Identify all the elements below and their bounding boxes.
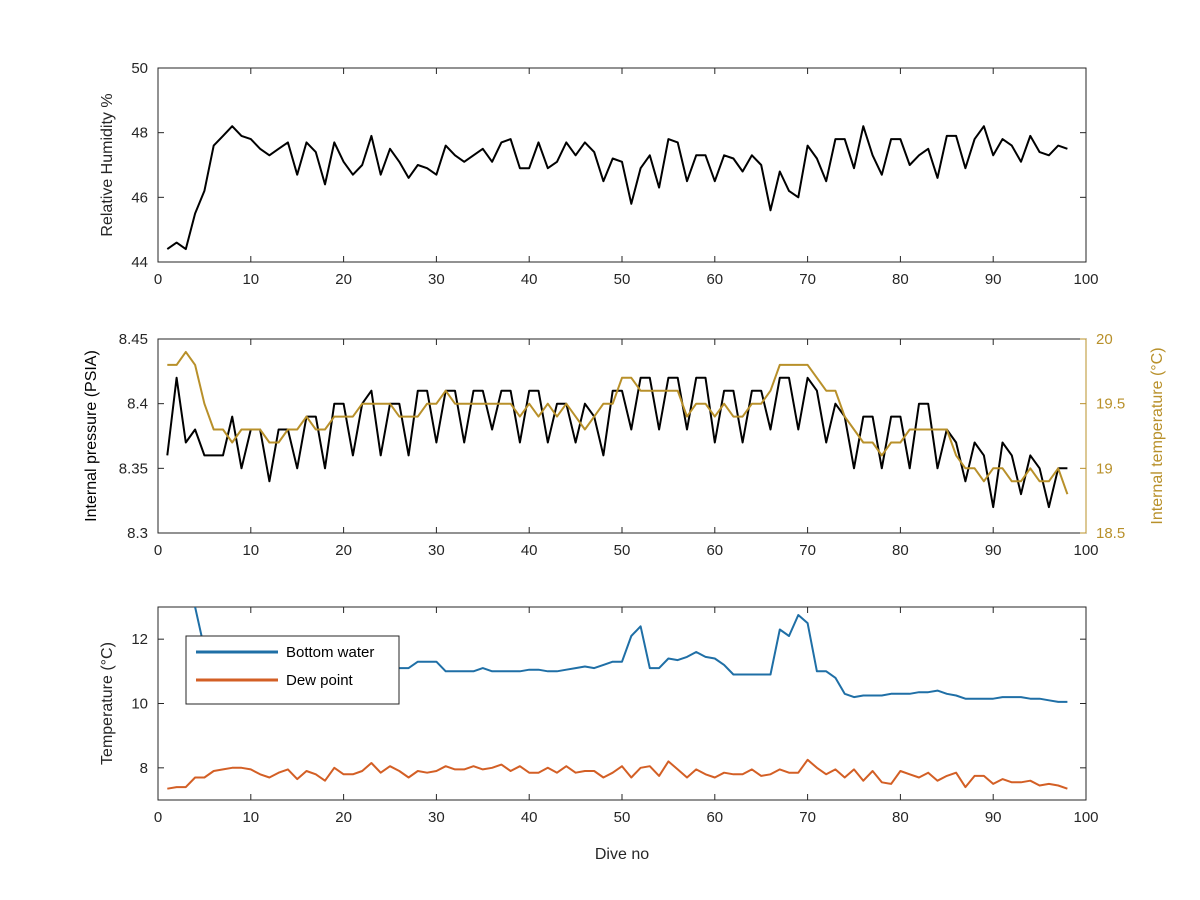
series-group	[166, 125, 1068, 251]
x-tick-label: 60	[706, 809, 723, 826]
x-tick-label: 20	[335, 542, 352, 559]
y-tick-label: 48	[131, 125, 148, 142]
x-tick-label: 0	[154, 542, 162, 559]
dew-point-line	[167, 758, 1068, 790]
y-axis-label: Temperature (°C)	[99, 642, 116, 765]
y-tick-label-right: 18.5	[1096, 525, 1125, 542]
plot-frame	[157, 338, 1087, 534]
y-tick-label: 46	[131, 189, 148, 206]
legend-box	[185, 635, 400, 705]
temperature-panel: 0 10 20 30 40 50 60 70 80 90 100 8 10 12 Temperature (…	[99, 606, 1099, 863]
x-tick-label: 50	[614, 271, 631, 288]
y-tick-label: 50	[131, 60, 148, 77]
legend: Bottom water Dew point	[185, 635, 400, 705]
x-tick-label: 70	[799, 542, 816, 559]
x-tick-label: 10	[242, 809, 259, 826]
x-tick-label: 40	[521, 809, 538, 826]
x-tick-label: 60	[706, 542, 723, 559]
legend-entry: Bottom water	[286, 644, 374, 661]
y-tick-label-right: 19	[1096, 460, 1113, 477]
y-tick-label: 44	[131, 254, 148, 271]
y-axis-label-right: Internal temperature (°C)	[1149, 347, 1166, 524]
x-tick-label: 80	[892, 542, 909, 559]
x-tick-label: 0	[154, 809, 162, 826]
legend-entry: Dew point	[286, 672, 354, 689]
x-tick-label: 30	[428, 809, 445, 826]
x-tick-label: 70	[799, 271, 816, 288]
x-tick-label: 40	[521, 271, 538, 288]
x-tick-label: 20	[335, 809, 352, 826]
x-tick-label: 100	[1073, 271, 1098, 288]
x-tick-label: 90	[985, 542, 1002, 559]
x-tick-label: 90	[985, 809, 1002, 826]
y-tick-label: 8.35	[119, 460, 148, 477]
x-tick-label: 0	[154, 271, 162, 288]
y-tick-label: 8.45	[119, 331, 148, 348]
x-tick-label: 100	[1073, 809, 1098, 826]
x-tick-label: 10	[242, 542, 259, 559]
x-tick-label: 80	[892, 271, 909, 288]
humidity-panel: 0 10 20 30 40 50 60 70 80 90 100 44 46 48 50 Relative H…	[99, 60, 1099, 288]
y-axis-label: Internal pressure (PSIA)	[83, 350, 100, 522]
y-axis-label: Relative Humidity %	[99, 93, 116, 236]
x-tick-label: 10	[242, 271, 259, 288]
x-tick-label: 50	[614, 809, 631, 826]
x-tick-label: 60	[706, 271, 723, 288]
internal-temperature-line	[167, 350, 1069, 495]
x-tick-label: 30	[428, 271, 445, 288]
y-tick-label: 10	[131, 696, 148, 713]
x-tick-label: 30	[428, 542, 445, 559]
y-tick-label: 8.3	[127, 525, 148, 542]
y-tick-label: 8.4	[127, 396, 148, 413]
x-tick-label: 40	[521, 542, 538, 559]
y-tick-label: 8	[140, 760, 148, 777]
y-tick-label-right: 19.5	[1096, 396, 1125, 413]
x-tick-label: 50	[614, 542, 631, 559]
x-tick-label: 70	[799, 809, 816, 826]
x-tick-label: 20	[335, 271, 352, 288]
series-group	[166, 350, 1069, 509]
relative-humidity-line	[166, 125, 1068, 251]
x-tick-label: 90	[985, 271, 1002, 288]
x-tick-label: 100	[1073, 542, 1098, 559]
pressure-panel: 0 10 20 30 40 50 60 70 80 90 100 8.3 8.35 8.4 8.45 18.5…	[83, 331, 1166, 559]
y-tick-label-right: 20	[1096, 331, 1113, 348]
x-tick-label: 80	[892, 809, 909, 826]
x-axis-label: Dive no	[595, 846, 649, 863]
y-tick-label: 12	[131, 631, 148, 648]
